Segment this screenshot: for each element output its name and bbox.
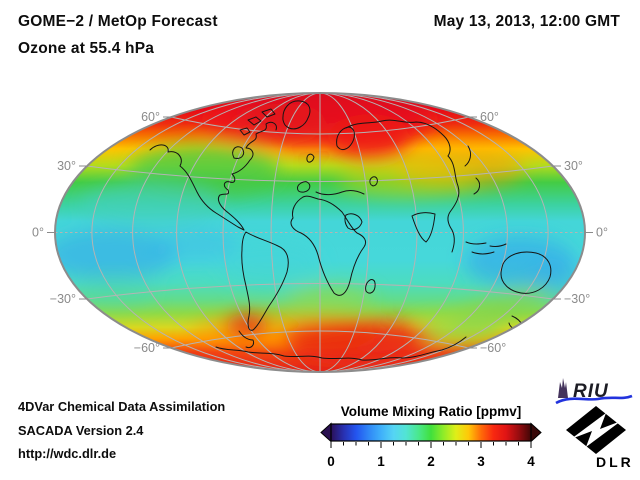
riu-logo: RIU [555,378,633,405]
footer-line-url: http://wdc.dlr.de [18,446,117,461]
dlr-arrow-cut-icon [571,413,621,447]
lat-label-30s-right: −30° [564,292,590,306]
footer-credits: 4DVar Chemical Data Assimilation SACADA … [18,395,225,466]
figure-subtitle: Ozone at 55.4 hPa [18,40,155,57]
lat-label-60n-right: 60° [480,110,499,124]
riu-wave-icon [555,394,633,405]
riu-logo-text: RIU [573,381,609,402]
footer-line-version: SACADA Version 2.4 [18,422,144,438]
lat-tick-dashes [47,116,593,349]
figure-datetime: May 13, 2013, 12:00 GMT [433,13,620,30]
colorbar-tick-3: 3 [477,454,485,469]
colorbar-left-arrow [320,422,332,443]
graticule [55,93,585,372]
lat-label-60n-left: 60° [141,110,160,124]
colorbar: Volume Mixing Ratio [ppmv] 0 1 2 3 4 [320,404,542,469]
lat-label-30n-left: 30° [57,159,76,173]
lat-label-30n-right: 30° [564,159,583,173]
lat-label-0-left: 0° [32,226,44,240]
lat-label-30s-left: −30° [50,292,76,306]
figure-title: GOME−2 / MetOp Forecast [18,13,218,30]
dlr-logo-text: DLR [596,454,634,470]
colorbar-title: Volume Mixing Ratio [ppmv] [341,404,522,419]
lat-label-0-right: 0° [596,226,608,240]
colorbar-tick-4: 4 [527,454,535,469]
colorbar-right-arrow [530,422,542,443]
colorbar-gradient-bar [330,423,532,442]
lat-label-60s-left: −60° [134,341,160,355]
map-outline [54,92,586,373]
riu-cathedral-icon [558,378,568,398]
latitude-labels: 60° 30° 0° −30° −60° 60° 30° 0° −30° −60… [32,110,608,355]
lat-label-60s-right: −60° [480,341,506,355]
coastlines [149,100,552,361]
dlr-logo: DLR [566,406,634,470]
colorbar-tick-2: 2 [427,454,435,469]
world-ozone-map: 60° 30° 0° −30° −60° 60° 30° 0° −30° −60… [32,92,608,373]
footer-line-assimilation: 4DVar Chemical Data Assimilation [18,399,226,414]
colorbar-tick-0: 0 [327,454,335,469]
colorbar-tick-1: 1 [377,454,385,469]
colorbar-ticks [330,442,532,448]
